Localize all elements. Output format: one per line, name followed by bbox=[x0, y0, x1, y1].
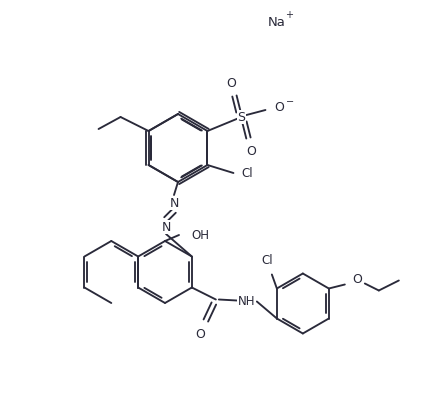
Text: O: O bbox=[352, 273, 362, 286]
Text: S: S bbox=[238, 110, 246, 123]
Text: O: O bbox=[274, 100, 284, 113]
Text: NH: NH bbox=[238, 295, 256, 308]
Text: −: − bbox=[287, 97, 295, 107]
Text: N: N bbox=[169, 197, 179, 210]
Text: Na: Na bbox=[268, 15, 286, 28]
Text: N: N bbox=[161, 221, 170, 234]
Text: +: + bbox=[285, 10, 293, 20]
Text: O: O bbox=[227, 76, 236, 89]
Text: O: O bbox=[195, 328, 205, 341]
Text: Cl: Cl bbox=[241, 167, 253, 180]
Text: Cl: Cl bbox=[261, 254, 273, 267]
Text: O: O bbox=[246, 145, 257, 158]
Text: OH: OH bbox=[191, 229, 209, 242]
